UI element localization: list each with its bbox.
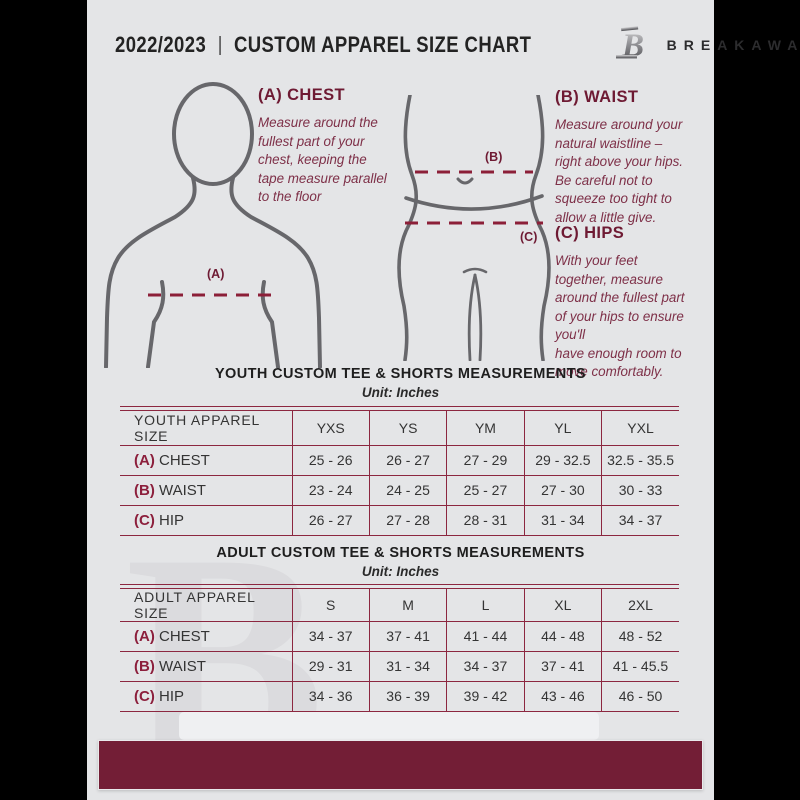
table-row: (B) WAIST 23 - 24 24 - 25 25 - 27 27 - 3… <box>120 475 679 505</box>
youth-table-unit: Unit: Inches <box>361 385 440 400</box>
cell: 43 - 46 <box>523 681 602 711</box>
adult-size-table: ADULT APPAREL SIZE S M L XL 2XL (A) CHES… <box>120 584 679 712</box>
waist-hips-measurement-diagram: (B) (C) <box>397 95 551 361</box>
cell: 25 - 27 <box>446 475 525 505</box>
chest-measurement-diagram: (A) <box>104 82 322 368</box>
youth-waist-label: (B) WAIST <box>134 481 206 499</box>
table-row: (C) HIP 34 - 36 36 - 39 39 - 42 43 - 46 … <box>120 681 679 711</box>
youth-col-ys: YS <box>368 410 447 445</box>
cell: 28 - 31 <box>446 505 525 535</box>
brand-name: BREAKAWAY <box>666 37 800 53</box>
hips-diagram-label: (C) <box>520 230 537 244</box>
youth-table-header-row: YOUTH APPAREL SIZE YXS YS YM YL YXL <box>120 410 679 445</box>
cell: 27 - 30 <box>523 475 602 505</box>
cell: 44 - 48 <box>523 621 602 651</box>
cell: 31 - 34 <box>368 651 447 681</box>
cell: 36 - 39 <box>368 681 447 711</box>
cell: 37 - 41 <box>368 621 447 651</box>
cell: 23 - 24 <box>291 475 370 505</box>
svg-text:B: B <box>621 28 644 64</box>
header-divider: | <box>217 33 223 56</box>
youth-table-title: YOUTH CUSTOM TEE & SHORTS MEASUREMENTS <box>214 366 586 382</box>
header: 2022/2023 | CUSTOM APPAREL SIZE CHART B <box>87 22 800 68</box>
hips-guide: (C) HIPS With your feet together, measur… <box>555 224 717 382</box>
waist-guide-heading: (B) WAIST <box>555 88 639 106</box>
cell: 37 - 41 <box>523 651 602 681</box>
youth-col-yxl: YXL <box>601 410 679 445</box>
cell: 34 - 37 <box>601 505 679 535</box>
cell: 30 - 33 <box>601 475 679 505</box>
cell: 29 - 31 <box>291 651 370 681</box>
cell: 27 - 28 <box>368 505 447 535</box>
bottom-maroon-banner <box>98 740 703 790</box>
cell: 27 - 29 <box>446 445 525 475</box>
cell: 34 - 37 <box>446 651 525 681</box>
breakaway-logo-icon: B <box>615 26 644 64</box>
header-title-group: 2022/2023 | CUSTOM APPAREL SIZE CHART <box>115 32 531 58</box>
adult-chest-label: (A) CHEST <box>134 627 210 645</box>
cell: 24 - 25 <box>368 475 447 505</box>
youth-col-yxs: YXS <box>291 410 370 445</box>
cell: 26 - 27 <box>368 445 447 475</box>
hips-guide-heading: (C) HIPS <box>555 224 625 242</box>
page-title: CUSTOM APPAREL SIZE CHART <box>234 32 532 57</box>
youth-chest-label: (A) CHEST <box>134 451 210 469</box>
youth-hip-label: (C) HIP <box>134 511 185 529</box>
cell: 41 - 45.5 <box>601 651 679 681</box>
adult-col-2xl: 2XL <box>601 588 679 621</box>
cell: 48 - 52 <box>601 621 679 651</box>
cell: 39 - 42 <box>446 681 525 711</box>
waist-guide: (B) WAIST Measure around your natural wa… <box>555 88 715 227</box>
adult-size-column-header: ADULT APPAREL SIZE <box>134 588 256 621</box>
cell: 25 - 26 <box>291 445 370 475</box>
table-row: (C) HIP 26 - 27 27 - 28 28 - 31 31 - 34 … <box>120 505 679 535</box>
chest-guide-text: Measure around the fullest part of your … <box>258 115 387 204</box>
adult-col-xl: XL <box>523 588 602 621</box>
table-row: (B) WAIST 29 - 31 31 - 34 34 - 37 37 - 4… <box>120 651 679 681</box>
youth-col-ym: YM <box>446 410 525 445</box>
adult-col-m: M <box>368 588 447 621</box>
adult-hip-label: (C) HIP <box>134 687 185 705</box>
size-chart-sheet: B 2022/2023 | CUSTOM APPAREL SIZE CHART <box>87 0 800 800</box>
cell: 29 - 32.5 <box>523 445 602 475</box>
hips-guide-text: With your feet together, measure around … <box>555 253 685 379</box>
adult-table-unit: Unit: Inches <box>361 564 440 579</box>
table-row: (A) CHEST 25 - 26 26 - 27 27 - 29 29 - 3… <box>120 445 679 475</box>
cell: 46 - 50 <box>601 681 679 711</box>
cell: 34 - 37 <box>291 621 370 651</box>
adult-table-header-row: ADULT APPAREL SIZE S M L XL 2XL <box>120 588 679 621</box>
youth-size-table: YOUTH APPAREL SIZE YXS YS YM YL YXL (A) … <box>120 406 679 536</box>
adult-waist-label: (B) WAIST <box>134 657 206 675</box>
youth-col-yl: YL <box>523 410 602 445</box>
adult-col-l: L <box>446 588 525 621</box>
header-year: 2022/2023 <box>115 32 207 57</box>
cell: 32.5 - 35.5 <box>601 445 679 475</box>
cell: 26 - 27 <box>291 505 370 535</box>
chest-diagram-label: (A) <box>207 267 224 281</box>
adult-table-title: ADULT CUSTOM TEE & SHORTS MEASUREMENTS <box>216 545 585 561</box>
cell: 31 - 34 <box>523 505 602 535</box>
brand-group: B BREAKAWAY <box>611 24 800 66</box>
cell: 41 - 44 <box>446 621 525 651</box>
waist-diagram-label: (B) <box>485 150 502 164</box>
chest-guide: (A) CHEST Measure around the fullest par… <box>258 86 428 207</box>
youth-size-column-header: YOUTH APPAREL SIZE <box>134 411 260 444</box>
chest-guide-heading: (A) CHEST <box>258 86 346 104</box>
cell: 34 - 36 <box>291 681 370 711</box>
table-row: (A) CHEST 34 - 37 37 - 41 41 - 44 44 - 4… <box>120 621 679 651</box>
waist-guide-text: Measure around your natural waistline – … <box>555 117 684 225</box>
breakaway-watermark-bar <box>179 712 599 740</box>
adult-col-s: S <box>291 588 370 621</box>
